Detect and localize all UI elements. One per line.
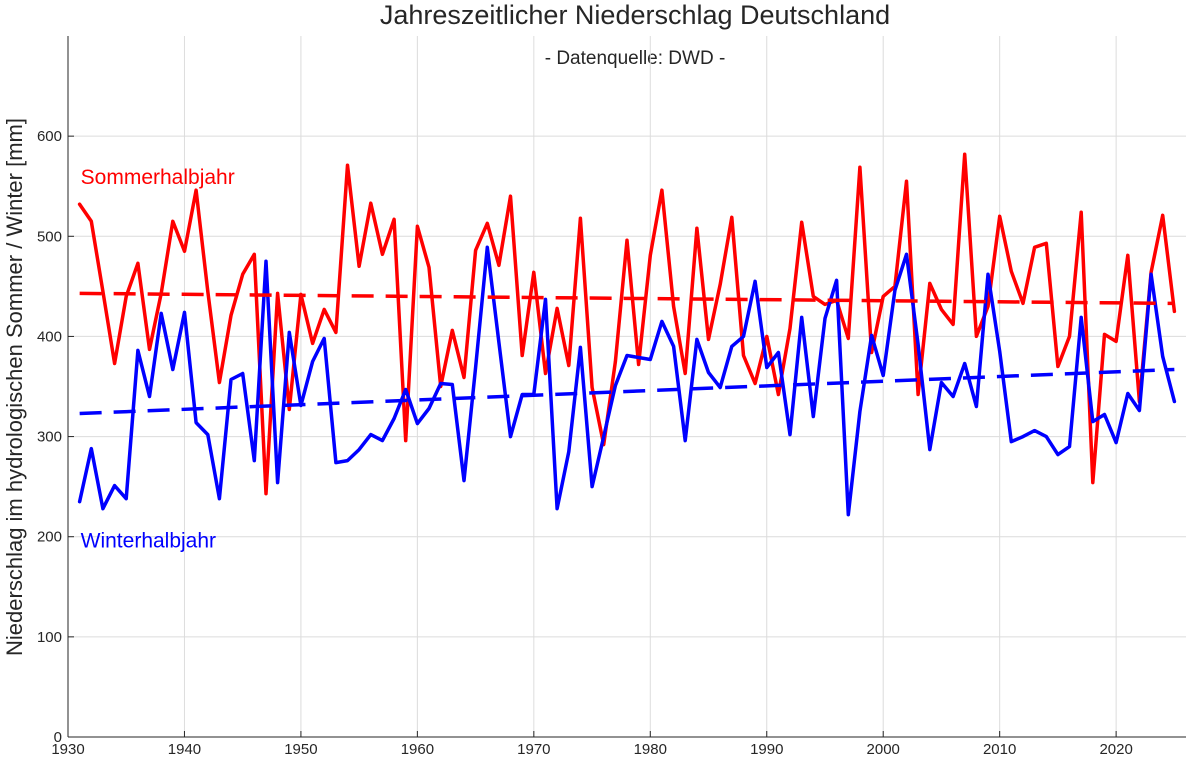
- y-tick-label: 200: [37, 529, 62, 546]
- grid: [67, 36, 1186, 738]
- x-tick-label: 1950: [284, 741, 317, 758]
- y-tick-label: 500: [37, 228, 62, 245]
- y-tick-label: 100: [37, 629, 62, 646]
- trend-line-3: [79, 367, 1175, 416]
- y-tick-label: 600: [37, 128, 62, 145]
- series-annotation-sommerhalbjahr: Sommerhalbjahr: [81, 166, 235, 189]
- data-lines: [77, 152, 1177, 517]
- x-tick-label: 1930: [51, 741, 84, 758]
- y-tick-labels: 0 100 200 300 400 500 600: [37, 128, 62, 746]
- y-axis-label: Niederschlag im hydrologischen Sommer / …: [2, 118, 27, 656]
- x-tick-label: 1940: [168, 741, 201, 758]
- y-tick-label: 0: [54, 729, 62, 746]
- x-tick-labels: 1930 1940 1950 1960 1970 1980 1990 2000 2010 2020: [51, 741, 1133, 758]
- series-line-sommerhalbjahr: [77, 152, 1177, 496]
- series-annotation-winterhalbjahr: Winterhalbjahr: [81, 530, 216, 553]
- x-tick-label: 2010: [983, 741, 1016, 758]
- y-tick-label: 400: [37, 328, 62, 345]
- chart-subtitle: - Datenquelle: DWD -: [545, 48, 726, 69]
- x-tick-label: 1990: [750, 741, 783, 758]
- x-tick-label: 1970: [517, 741, 550, 758]
- trend-line-2: [79, 291, 1175, 306]
- x-tick-label: 2020: [1099, 741, 1132, 758]
- series-annotations: Sommerhalbjahr Winterhalbjahr: [81, 166, 235, 553]
- x-tick-label: 1960: [401, 741, 434, 758]
- chart-title: Jahreszeitlicher Niederschlag Deutschlan…: [380, 0, 890, 30]
- series-line-winterhalbjahr: [77, 245, 1177, 517]
- axes: [67, 36, 1186, 738]
- y-tick-label: 300: [37, 429, 62, 446]
- x-tick-label: 1980: [634, 741, 667, 758]
- x-tick-label: 2000: [867, 741, 900, 758]
